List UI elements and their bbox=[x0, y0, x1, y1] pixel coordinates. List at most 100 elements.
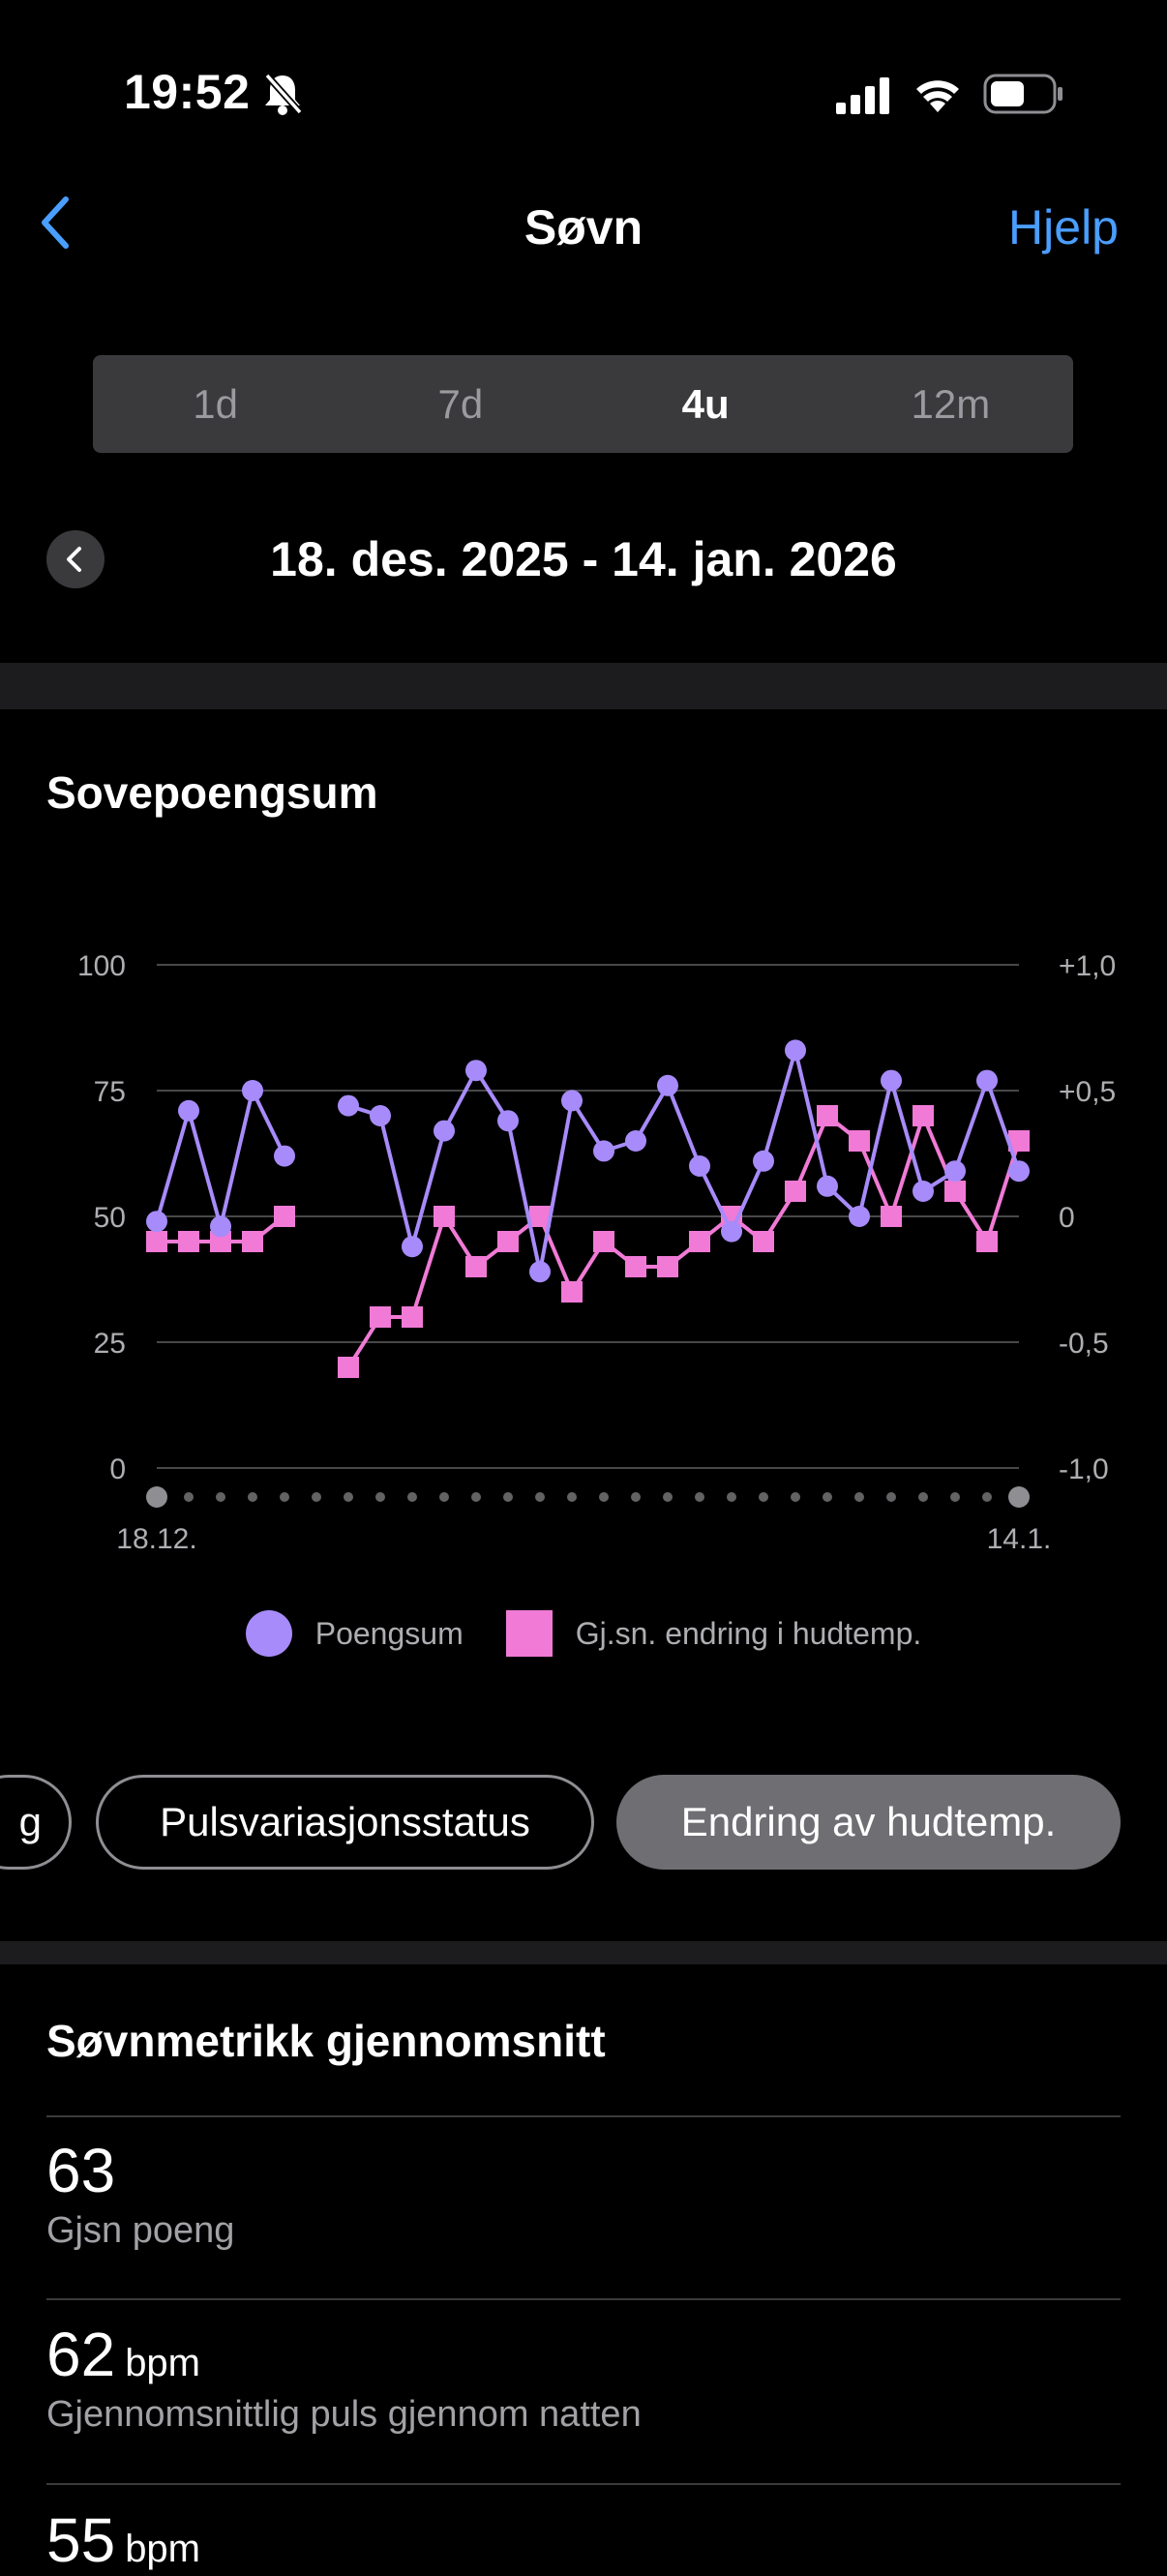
x-axis-dot bbox=[727, 1492, 736, 1502]
chip-skin-temp[interactable]: Endring av hudtemp. bbox=[616, 1775, 1121, 1870]
chart-legend: Poengsum Gj.sn. endring i hudtemp. bbox=[0, 1610, 1167, 1657]
data-point bbox=[593, 1140, 614, 1162]
metric-third-value: 55 bpm bbox=[46, 2504, 200, 2576]
tab-12m[interactable]: 12m bbox=[911, 380, 991, 427]
data-point bbox=[849, 1206, 870, 1227]
metric-avg-hr-value: 62 bpm bbox=[46, 2319, 200, 2390]
data-point bbox=[785, 1181, 806, 1202]
data-point bbox=[753, 1150, 774, 1172]
series-line bbox=[347, 1048, 1021, 1274]
data-point bbox=[146, 1211, 167, 1233]
data-point bbox=[497, 1110, 519, 1132]
data-point bbox=[242, 1231, 263, 1252]
chip-previous-label: g bbox=[18, 1799, 42, 1844]
bell-slash-icon bbox=[264, 73, 303, 115]
metric-unit: bpm bbox=[125, 2528, 200, 2570]
data-point bbox=[944, 1181, 966, 1202]
data-point bbox=[402, 1306, 423, 1328]
data-point bbox=[561, 1281, 583, 1303]
chevron-left-icon[interactable] bbox=[33, 194, 81, 252]
data-point bbox=[817, 1105, 838, 1126]
data-point bbox=[657, 1074, 678, 1096]
x-axis-dot bbox=[567, 1492, 577, 1502]
y-left-tick-label: 100 bbox=[77, 950, 126, 982]
x-axis-dot bbox=[344, 1492, 353, 1502]
y-right-tick-label: -0,5 bbox=[1059, 1328, 1109, 1360]
x-axis-dot bbox=[535, 1492, 545, 1502]
data-point bbox=[434, 1206, 455, 1227]
legend-score-label: Poengsum bbox=[314, 1615, 464, 1651]
sleep-score-chart: 100 +1,0 75 +0,5 50 0 25 -0,5 0 -1,0 18.12. 14.1. bbox=[77, 950, 1116, 1555]
data-point bbox=[689, 1155, 710, 1177]
x-axis-dot bbox=[471, 1492, 481, 1502]
signal-icon bbox=[836, 77, 889, 114]
help-link[interactable]: Hjelp bbox=[1008, 200, 1119, 255]
data-point bbox=[338, 1094, 359, 1117]
chip-hrv-label: Pulsvariasjonsstatus bbox=[160, 1799, 530, 1844]
chevron-left-icon bbox=[67, 547, 81, 572]
x-axis-dot bbox=[248, 1492, 257, 1502]
data-point bbox=[210, 1231, 231, 1252]
y-left-tick-label: 25 bbox=[94, 1328, 126, 1360]
data-point bbox=[529, 1206, 551, 1227]
tab-1d[interactable]: 1d bbox=[193, 380, 238, 427]
x-axis-dot bbox=[439, 1492, 449, 1502]
data-point bbox=[370, 1306, 391, 1328]
x-axis-dot bbox=[823, 1492, 832, 1502]
legend-score-marker bbox=[245, 1610, 292, 1657]
x-axis-dot bbox=[216, 1492, 225, 1502]
metric-value: 55 bbox=[46, 2505, 116, 2575]
data-point bbox=[625, 1256, 646, 1277]
section-divider bbox=[0, 663, 1167, 709]
data-point bbox=[497, 1231, 519, 1252]
data-point bbox=[689, 1231, 710, 1252]
x-tick-label: 14.1. bbox=[987, 1523, 1052, 1555]
data-point bbox=[881, 1069, 902, 1092]
y-left-tick-label: 75 bbox=[94, 1076, 126, 1108]
data-point bbox=[242, 1080, 263, 1101]
period-selector: 1d 7d 4u 12m bbox=[93, 355, 1073, 453]
x-axis-dot bbox=[791, 1492, 800, 1502]
tab-7d[interactable]: 7d bbox=[437, 380, 484, 427]
data-point bbox=[178, 1099, 199, 1122]
metrics-title: Søvnmetrikk gjennomsnitt bbox=[46, 2016, 606, 2066]
divider bbox=[46, 2483, 1121, 2485]
y-left-tick-label: 50 bbox=[94, 1202, 126, 1234]
metric-unit: bpm bbox=[125, 2342, 200, 2384]
data-point bbox=[593, 1231, 614, 1252]
data-point bbox=[338, 1357, 359, 1378]
x-axis-dot bbox=[695, 1492, 704, 1502]
metric-value: 62 bbox=[46, 2320, 116, 2389]
data-point bbox=[274, 1145, 295, 1167]
data-point bbox=[465, 1256, 487, 1277]
metric-value: 63 bbox=[46, 2136, 116, 2205]
data-point bbox=[785, 1039, 806, 1062]
x-axis-endpoint-dot bbox=[146, 1486, 167, 1508]
legend-temp-label: Gj.sn. endring i hudtemp. bbox=[575, 1615, 922, 1651]
previous-period-button[interactable] bbox=[46, 530, 105, 588]
chip-hrv-status[interactable]: Pulsvariasjonsstatus bbox=[96, 1775, 594, 1870]
divider bbox=[46, 2298, 1121, 2300]
data-point bbox=[146, 1231, 167, 1252]
data-point bbox=[913, 1181, 934, 1202]
status-time: 19:52 bbox=[124, 65, 251, 119]
legend-temp-marker bbox=[505, 1610, 553, 1657]
data-point bbox=[370, 1105, 391, 1126]
divider bbox=[46, 2115, 1121, 2117]
chip-previous-metric[interactable]: g bbox=[0, 1775, 72, 1870]
x-axis-dot bbox=[663, 1492, 673, 1502]
x-axis-dot bbox=[503, 1492, 513, 1502]
x-axis-dot bbox=[918, 1492, 928, 1502]
metric-avg-hr-label: Gjennomsnittlig puls gjennom natten bbox=[46, 2394, 642, 2435]
x-axis-dot bbox=[950, 1492, 960, 1502]
y-right-tick-label: -1,0 bbox=[1059, 1453, 1109, 1485]
x-axis-dot bbox=[184, 1492, 194, 1502]
y-right-tick-label: +0,5 bbox=[1059, 1076, 1116, 1108]
x-axis-dot bbox=[631, 1492, 641, 1502]
data-point bbox=[1008, 1130, 1030, 1152]
y-left-tick-label: 0 bbox=[109, 1453, 126, 1485]
tab-4u[interactable]: 4u bbox=[681, 380, 730, 427]
chip-skin-temp-label: Endring av hudtemp. bbox=[680, 1799, 1057, 1844]
data-point bbox=[434, 1120, 455, 1142]
x-tick-label: 18.12. bbox=[116, 1523, 196, 1555]
